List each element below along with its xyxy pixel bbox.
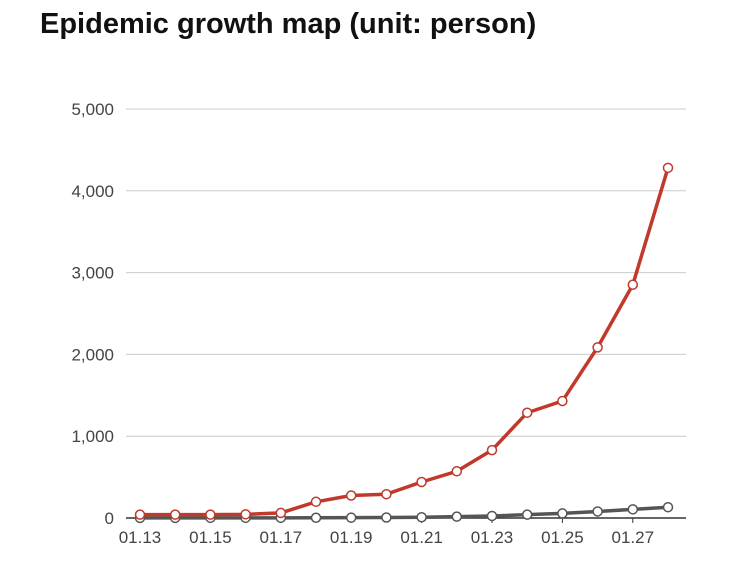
data-point[interactable] [345,490,357,501]
y-tick-label: 5,000 [71,100,114,119]
data-point[interactable] [416,512,427,523]
data-point[interactable] [205,509,216,520]
series-line-1 [138,166,670,517]
x-tick-label: 01.21 [400,528,443,547]
data-point[interactable] [592,506,603,517]
data-point[interactable] [240,509,251,520]
y-tick-label: 3,000 [71,264,114,283]
data-point[interactable] [521,407,533,418]
x-tick-label: 01.13 [119,528,162,547]
data-point[interactable] [627,279,639,290]
data-point[interactable] [451,466,463,477]
data-point[interactable] [345,512,357,523]
data-point[interactable] [592,342,603,353]
x-tick-label: 01.27 [612,528,655,547]
data-point[interactable] [486,444,498,456]
data-point[interactable] [381,512,392,523]
data-point[interactable] [275,507,287,519]
x-tick-label: 01.25 [541,528,584,547]
y-tick-label: 1,000 [71,427,114,446]
data-point[interactable] [381,488,392,500]
x-tick-label: 01.15 [189,528,232,547]
chart-title: Epidemic growth map (unit: person) [40,8,537,40]
series-lines [138,166,670,520]
data-point[interactable] [451,511,463,522]
x-tick-label: 01.23 [471,528,514,547]
data-point[interactable] [521,509,533,520]
data-point[interactable] [662,162,674,174]
data-point[interactable] [416,476,427,488]
series-line-2 [138,505,670,520]
gridlines [126,108,686,437]
x-tick-label: 01.17 [260,528,303,547]
data-point[interactable] [169,509,181,520]
y-axis: 0 1,000 2,000 3,000 4,000 5,000 [71,100,114,528]
y-tick-label: 2,000 [71,345,114,364]
data-point[interactable] [310,496,322,508]
data-point[interactable] [557,508,568,519]
data-point[interactable] [627,504,639,515]
x-axis: 01.13 01.15 01.17 01.19 01.21 01.23 01.25 01.27 [119,517,686,547]
data-point[interactable] [557,395,568,407]
x-tick-label: 01.19 [330,528,373,547]
data-point[interactable] [486,510,498,522]
y-tick-label: 0 [105,509,114,528]
y-tick-label: 4,000 [71,182,114,201]
data-point[interactable] [310,512,322,524]
data-point[interactable] [662,501,674,513]
data-point[interactable] [134,509,146,520]
data-points [134,162,674,524]
